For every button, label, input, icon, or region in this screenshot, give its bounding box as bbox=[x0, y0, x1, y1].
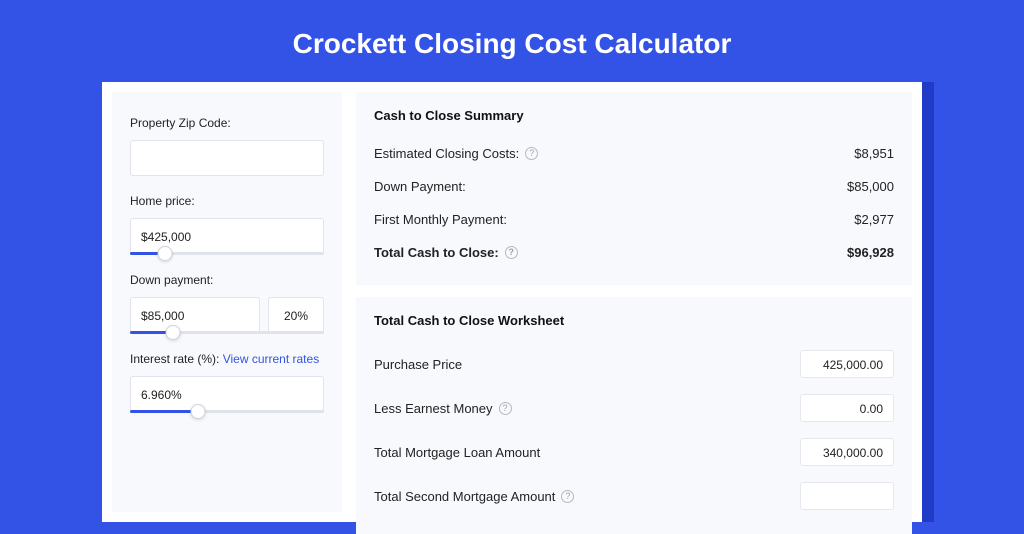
worksheet-row-label: Total Mortgage Loan Amount bbox=[374, 445, 540, 460]
summary-row-label: Total Cash to Close:? bbox=[374, 245, 518, 260]
down-payment-slider[interactable] bbox=[130, 331, 324, 334]
worksheet-row: Total Mortgage Loan Amount 340,000.00 bbox=[374, 430, 894, 474]
interest-rate-label-text: Interest rate (%): bbox=[130, 352, 223, 366]
worksheet-title: Total Cash to Close Worksheet bbox=[374, 313, 894, 328]
worksheet-row: Total Second Mortgage Amount? bbox=[374, 474, 894, 518]
help-icon[interactable]: ? bbox=[499, 402, 512, 415]
home-price-label: Home price: bbox=[130, 194, 324, 208]
view-rates-link[interactable]: View current rates bbox=[223, 352, 320, 366]
worksheet-block: Total Cash to Close Worksheet Purchase P… bbox=[356, 297, 912, 534]
summary-row-label: Down Payment: bbox=[374, 179, 466, 194]
down-payment-label: Down payment: bbox=[130, 273, 324, 287]
worksheet-row-value[interactable]: 425,000.00 bbox=[800, 350, 894, 378]
summary-row: Estimated Closing Costs:? $8,951 bbox=[374, 137, 894, 170]
zip-label: Property Zip Code: bbox=[130, 116, 324, 130]
worksheet-row-label: Total Second Mortgage Amount? bbox=[374, 489, 574, 504]
card-shadow: Property Zip Code: Home price: $425,000 … bbox=[102, 82, 922, 522]
worksheet-row-label: Less Earnest Money? bbox=[374, 401, 512, 416]
worksheet-row-value[interactable]: 0.00 bbox=[800, 394, 894, 422]
page-title: Crockett Closing Cost Calculator bbox=[0, 0, 1024, 82]
interest-rate-label: Interest rate (%): View current rates bbox=[130, 352, 324, 366]
summary-row: First Monthly Payment: $2,977 bbox=[374, 203, 894, 236]
zip-input[interactable] bbox=[130, 140, 324, 176]
summary-row: Down Payment: $85,000 bbox=[374, 170, 894, 203]
home-price-field: Home price: $425,000 bbox=[130, 194, 324, 255]
summary-row-value: $96,928 bbox=[847, 245, 894, 260]
interest-rate-field: Interest rate (%): View current rates 6.… bbox=[130, 352, 324, 413]
worksheet-row: Purchase Price 425,000.00 bbox=[374, 342, 894, 386]
interest-rate-slider[interactable] bbox=[130, 410, 324, 413]
summary-row-label: First Monthly Payment: bbox=[374, 212, 507, 227]
home-price-slider[interactable] bbox=[130, 252, 324, 255]
summary-block: Cash to Close Summary Estimated Closing … bbox=[356, 92, 912, 285]
results-panel: Cash to Close Summary Estimated Closing … bbox=[356, 92, 912, 512]
summary-row-value: $85,000 bbox=[847, 179, 894, 194]
interest-rate-input[interactable]: 6.960% bbox=[130, 376, 324, 412]
down-payment-field: Down payment: $85,000 20% bbox=[130, 273, 324, 334]
summary-row-label: Estimated Closing Costs:? bbox=[374, 146, 538, 161]
help-icon[interactable]: ? bbox=[505, 246, 518, 259]
zip-field: Property Zip Code: bbox=[130, 116, 324, 176]
summary-row: Total Cash to Close:? $96,928 bbox=[374, 236, 894, 269]
down-payment-input[interactable]: $85,000 bbox=[130, 297, 260, 333]
worksheet-row: Less Earnest Money? 0.00 bbox=[374, 386, 894, 430]
help-icon[interactable]: ? bbox=[561, 490, 574, 503]
home-price-slider-thumb[interactable] bbox=[157, 246, 172, 261]
interest-rate-slider-thumb[interactable] bbox=[190, 404, 205, 419]
summary-row-value: $2,977 bbox=[854, 212, 894, 227]
worksheet-rows: Purchase Price 425,000.00 Less Earnest Mon… bbox=[374, 342, 894, 518]
worksheet-row-label: Purchase Price bbox=[374, 357, 462, 372]
summary-title: Cash to Close Summary bbox=[374, 108, 894, 123]
down-payment-pct-input[interactable]: 20% bbox=[268, 297, 324, 333]
down-payment-slider-thumb[interactable] bbox=[165, 325, 180, 340]
help-icon[interactable]: ? bbox=[525, 147, 538, 160]
interest-rate-slider-fill bbox=[130, 410, 198, 413]
inputs-panel: Property Zip Code: Home price: $425,000 … bbox=[112, 92, 342, 512]
calculator-card: Property Zip Code: Home price: $425,000 … bbox=[102, 82, 922, 522]
summary-row-value: $8,951 bbox=[854, 146, 894, 161]
worksheet-row-value[interactable]: 340,000.00 bbox=[800, 438, 894, 466]
worksheet-row-value[interactable] bbox=[800, 482, 894, 510]
summary-rows: Estimated Closing Costs:? $8,951 Down Paym… bbox=[374, 137, 894, 269]
